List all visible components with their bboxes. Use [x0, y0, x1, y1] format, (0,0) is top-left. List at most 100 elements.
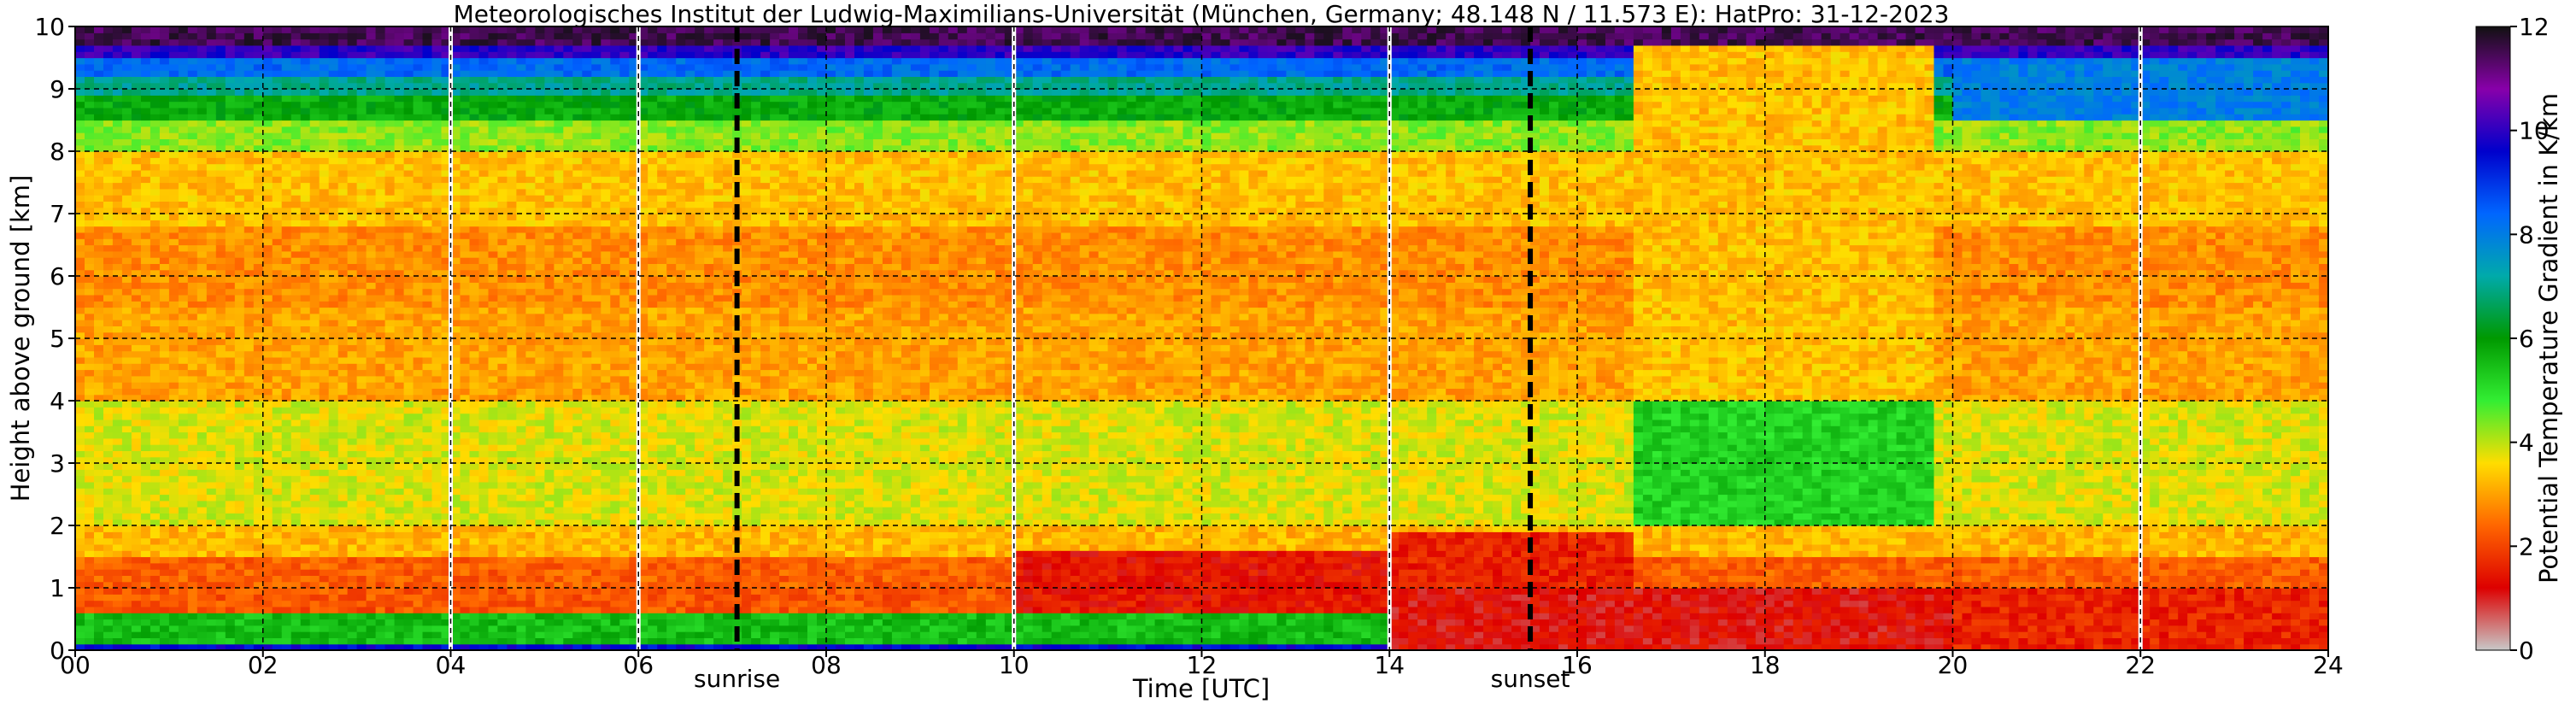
heatmap-cell [179, 151, 189, 158]
heatmap-cell [113, 282, 123, 289]
heatmap-cell [507, 425, 517, 432]
heatmap-cell [160, 488, 170, 495]
heatmap-cell [179, 351, 189, 358]
heatmap-cell [150, 189, 161, 196]
heatmap-cell [489, 370, 499, 377]
heatmap-cell [150, 351, 161, 358]
heatmap-cell [282, 351, 292, 358]
heatmap-cell [273, 414, 283, 420]
heatmap-cell [235, 232, 245, 239]
heatmap-cell [357, 263, 367, 270]
heatmap-cell [216, 183, 226, 190]
heatmap-cell [85, 32, 95, 39]
heatmap-cell [461, 563, 471, 570]
heatmap-cell [461, 257, 471, 264]
heatmap-cell [470, 625, 480, 632]
heatmap-cell [273, 189, 283, 196]
heatmap-cell [132, 388, 142, 395]
heatmap-cell [103, 463, 114, 470]
heatmap-cell [310, 438, 320, 445]
heatmap-cell [423, 183, 433, 190]
heatmap-cell [207, 151, 217, 158]
heatmap-cell [291, 338, 302, 345]
heatmap-cell [479, 631, 490, 638]
heatmap-cell [301, 70, 311, 77]
heatmap-cell [235, 637, 245, 644]
heatmap-cell [367, 357, 377, 364]
heatmap-cell [122, 488, 132, 495]
heatmap-cell [160, 89, 170, 96]
heatmap-cell [150, 619, 161, 626]
heatmap-cell [85, 575, 95, 582]
heatmap-cell [385, 164, 396, 171]
heatmap-cell [179, 214, 189, 220]
heatmap-cell [216, 89, 226, 96]
heatmap-cell [301, 108, 311, 114]
heatmap-cell [273, 370, 283, 377]
heatmap-cell [226, 232, 236, 239]
heatmap-cell [263, 226, 273, 233]
heatmap-cell [254, 282, 264, 289]
heatmap-cell [75, 58, 85, 65]
heatmap-cell [470, 419, 480, 426]
heatmap-cell [338, 201, 349, 208]
heatmap-cell [188, 64, 198, 71]
heatmap-cell [235, 575, 245, 582]
heatmap-cell [160, 476, 170, 483]
heatmap-cell [197, 425, 208, 432]
heatmap-cell [75, 425, 85, 432]
heatmap-cell [141, 214, 151, 220]
heatmap-cell [254, 631, 264, 638]
heatmap-cell [395, 507, 405, 513]
heatmap-cell [141, 444, 151, 451]
heatmap-cell [169, 195, 179, 202]
heatmap-cell [348, 444, 358, 451]
heatmap-cell [150, 388, 161, 395]
heatmap-cell [385, 126, 396, 133]
heatmap-cell [525, 432, 536, 439]
heatmap-cell [367, 108, 377, 114]
heatmap-cell [404, 607, 414, 613]
heatmap-cell [103, 625, 114, 632]
heatmap-cell [320, 114, 330, 120]
heatmap-cell [320, 450, 330, 457]
heatmap-cell [188, 120, 198, 127]
heatmap-cell [507, 613, 517, 619]
heatmap-cell [244, 625, 255, 632]
heatmap-cell [150, 245, 161, 252]
heatmap-cell [479, 407, 490, 414]
heatmap-cell [263, 370, 273, 377]
heatmap-cell [432, 102, 443, 109]
heatmap-cell [385, 495, 396, 502]
heatmap-cell [310, 51, 320, 58]
heatmap-cell [282, 607, 292, 613]
heatmap-cell [254, 176, 264, 183]
heatmap-cell [479, 363, 490, 370]
heatmap-cell [470, 495, 480, 502]
heatmap-cell [160, 220, 170, 226]
heatmap-cell [75, 344, 85, 351]
heatmap-cell [103, 575, 114, 582]
heatmap-cell [367, 338, 377, 345]
heatmap-cell [470, 301, 480, 308]
heatmap-cell [423, 476, 433, 483]
heatmap-cell [385, 619, 396, 626]
heatmap-cell [197, 388, 208, 395]
heatmap-cell [320, 320, 330, 326]
heatmap-cell [291, 76, 302, 83]
heatmap-cell [254, 108, 264, 114]
heatmap-cell [489, 39, 499, 46]
heatmap-cell [489, 238, 499, 245]
heatmap-cell [348, 295, 358, 302]
heatmap-cell [169, 314, 179, 320]
heatmap-cell [141, 201, 151, 208]
heatmap-cell [348, 32, 358, 39]
heatmap-cell [301, 102, 311, 109]
heatmap-cell [103, 138, 114, 145]
heatmap-cell [207, 320, 217, 326]
heatmap-cell [301, 157, 311, 164]
heatmap-cell [197, 351, 208, 358]
heatmap-cell [414, 625, 424, 632]
heatmap-cell [507, 226, 517, 233]
heatmap-cell [132, 531, 142, 538]
